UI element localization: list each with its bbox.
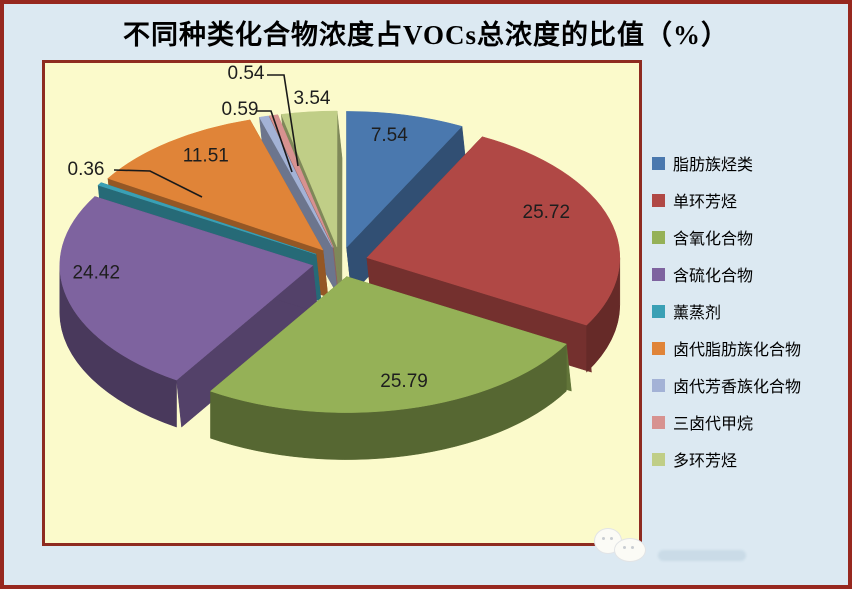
legend-color-swatch-icon — [652, 341, 665, 355]
chart-title: 不同种类化合物浓度占VOCs总浓度的比值（%） — [123, 20, 729, 50]
pie-slice-1 — [366, 136, 621, 326]
legend-label: 脂肪族烃类 — [673, 157, 754, 174]
legend-item-2: 含氧化合物 — [652, 226, 848, 248]
legend-color-swatch-icon — [652, 304, 665, 318]
legend-item-0: 脂肪族烃类 — [652, 152, 848, 174]
legend-item-6: 卤代芳香族化合物 — [652, 374, 848, 396]
legend-item-7: 三卤代甲烷 — [652, 411, 848, 433]
pie-slice-0 — [346, 111, 463, 248]
legend-item-5: 卤代脂肪族化合物 — [652, 337, 848, 359]
legend-label: 薰蒸剂 — [673, 305, 722, 322]
legend-item-1: 单环芳烃 — [652, 189, 848, 211]
legend-color-swatch-icon — [652, 415, 665, 429]
legend-label: 含氧化合物 — [673, 231, 754, 248]
pie-slice-4 — [97, 182, 317, 255]
data-label-leader-7 — [267, 74, 299, 167]
legend-item-4: 薰蒸剂 — [652, 300, 848, 322]
legend-label: 单环芳烃 — [673, 194, 738, 211]
data-label-4: 0.36 — [68, 159, 105, 180]
data-label-2: 25.79 — [380, 371, 428, 392]
legend-color-swatch-icon — [652, 156, 665, 170]
data-label-leader-6 — [257, 110, 293, 173]
legend-color-swatch-icon — [652, 267, 665, 281]
data-label-0: 7.54 — [371, 125, 408, 146]
legend-label: 多环芳烃 — [673, 453, 738, 470]
legend-item-8: 多环芳烃 — [652, 448, 848, 470]
data-label-leader-4 — [113, 169, 203, 198]
pie-slice-2 — [209, 276, 567, 413]
data-label-3: 24.42 — [72, 262, 120, 283]
legend-color-swatch-icon — [652, 452, 665, 466]
legend-label: 卤代芳香族化合物 — [673, 379, 802, 396]
data-label-6: 0.59 — [222, 99, 259, 120]
legend-label: 含硫化合物 — [673, 268, 754, 285]
legend-color-swatch-icon — [652, 230, 665, 244]
pie-slice-6 — [259, 115, 333, 248]
data-label-7: 0.54 — [228, 63, 265, 84]
legend-label: 三卤代甲烷 — [673, 416, 754, 433]
pie-slice-7 — [269, 114, 334, 248]
legend-item-3: 含硫化合物 — [652, 263, 848, 285]
pie-slice-3 — [59, 196, 314, 381]
legend: 脂肪族烃类单环芳烃含氧化合物含硫化合物薰蒸剂卤代脂肪族化合物 卤代芳香族化合物 三卤… — [652, 152, 848, 470]
data-label-1: 25.72 — [523, 202, 571, 223]
data-label-8: 3.54 — [294, 88, 331, 109]
legend-label: 卤代脂肪族化合物 — [673, 342, 802, 359]
data-label-5: 11.51 — [183, 146, 229, 167]
legend-color-swatch-icon — [652, 193, 665, 207]
pie-slice-5 — [107, 119, 324, 251]
legend-color-swatch-icon — [652, 378, 665, 392]
